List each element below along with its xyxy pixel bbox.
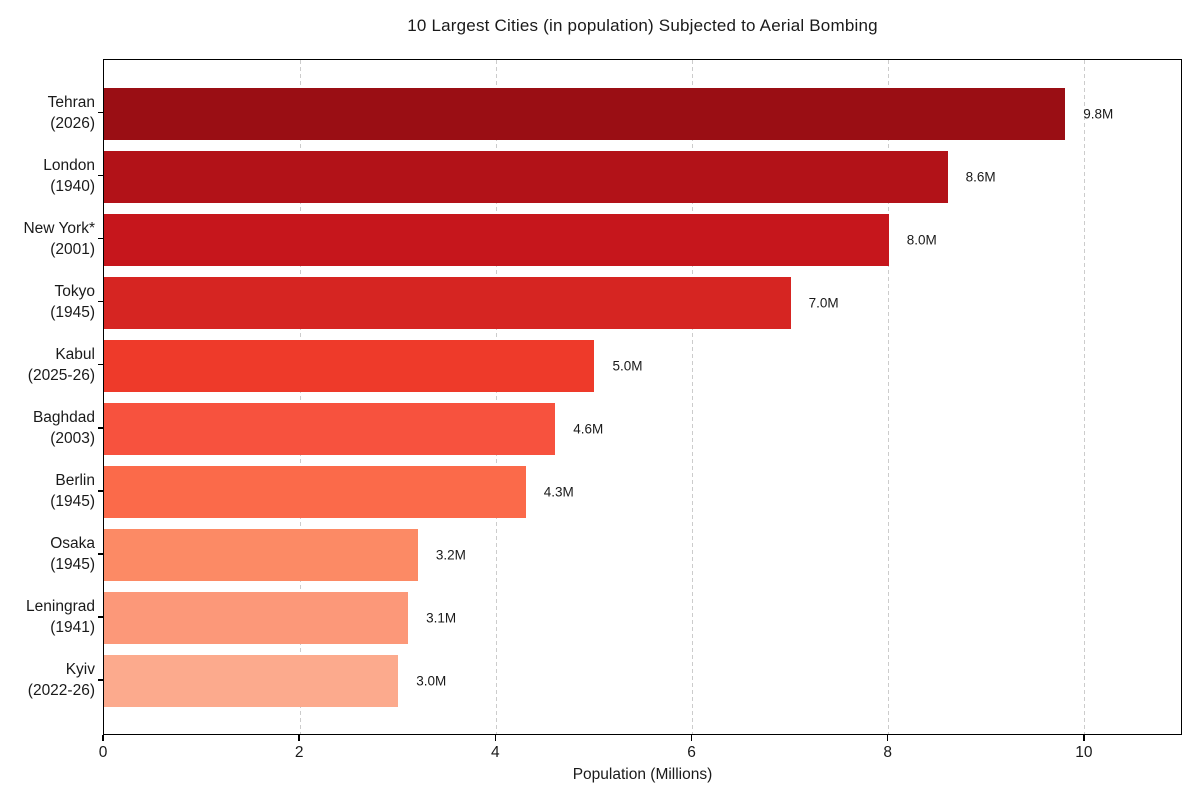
value-label: 4.3M [543,484,574,500]
value-label: 3.0M [416,673,447,689]
bar-baghdad [104,402,556,455]
bar-tokyo [104,276,791,329]
y-tick-label: Baghdad (2003) [0,407,95,449]
y-tick-label: Kyiv (2022-26) [0,659,95,701]
x-tick-mark [102,735,104,741]
y-label-year: (1945) [50,492,95,510]
y-tick-mark [98,553,103,555]
x-tick-label: 6 [687,744,696,761]
y-label-year: (2026) [50,114,95,132]
y-label-year: (1945) [50,555,95,573]
y-tick-mark [98,490,103,492]
y-label-city: Berlin [55,471,95,489]
y-tick-label: Tokyo (1945) [0,281,95,323]
x-tick-mark [886,735,889,741]
y-label-year: (2022-26) [27,682,95,700]
y-label-year: (2003) [50,429,95,447]
y-tick-label: London (1940) [0,155,95,197]
x-tick-label: 2 [294,744,304,761]
y-label-city: Kyiv [65,661,95,679]
x-tick-label: 10 [1075,744,1093,761]
y-label-city: Tokyo [54,282,96,300]
bar-tehran [104,87,1066,140]
y-label-city: Baghdad [32,408,95,426]
bar-new-york [104,213,889,266]
y-tick-mark [98,111,103,114]
bar-leningrad [104,591,409,644]
y-tick-label: Kabul (2025-26) [0,344,95,386]
gridline-x-8 [888,60,890,734]
gridline-x-4 [495,60,497,734]
y-tick-label: Tehran (2026) [0,92,95,134]
value-label: 4.6M [573,421,604,437]
y-tick-label: Berlin (1945) [0,470,95,512]
value-label: 7.0M [808,295,839,311]
y-label-city: Kabul [55,345,95,363]
gridline-x-6 [692,60,694,734]
y-label-city: Leningrad [26,597,95,615]
y-tick-mark [98,237,103,240]
bar-london [104,150,948,203]
y-label-city: New York* [23,219,95,237]
bar-kabul [104,339,595,392]
x-tick-mark [690,735,693,741]
x-tick-mark [494,735,497,741]
x-tick-label: 4 [491,744,500,761]
value-label: 3.1M [426,610,457,626]
value-label: 9.8M [1083,106,1114,121]
y-tick-mark [98,363,103,366]
y-tick-mark [98,616,103,618]
y-tick-label: Leningrad (1941) [0,596,95,638]
y-tick-label: Osaka (1945) [0,533,95,575]
y-label-year: (1945) [50,303,95,321]
y-tick-mark [98,174,103,177]
value-label: 5.0M [612,358,643,374]
x-tick-mark [1083,735,1085,741]
gridline-x-2 [299,60,301,734]
x-tick-label: 0 [98,744,108,761]
y-label-year: (2001) [50,240,95,258]
value-label: 3.2M [435,547,466,563]
bar-kyiv [104,655,399,708]
y-tick-mark [98,679,103,681]
y-label-year: (1941) [50,618,95,636]
y-tick-label: New York* (2001) [0,218,95,260]
y-label-city: Tehran [47,93,95,111]
y-label-city: London [43,156,95,174]
value-label: 8.6M [965,169,996,185]
bar-berlin [104,465,526,518]
y-tick-mark [98,427,103,429]
gridline-x-10 [1084,60,1086,734]
x-tick-mark [298,735,300,741]
chart-title: 10 Largest Cities (in population) Subjec… [407,16,878,35]
y-label-city: Osaka [50,534,95,552]
bar-osaka [104,528,418,581]
y-label-year: (1940) [50,177,95,195]
value-label: 8.0M [906,232,937,248]
y-label-year: (2025-26) [27,366,95,384]
plot-area: 9.8M 8.6M 8.0M 7.0M 5.0M 4.6M 4.3M 3.2M 3.1M 3.0M [103,59,1182,735]
y-tick-mark [98,300,103,303]
x-axis-title: Population (Millions) [572,766,713,783]
x-tick-label: 8 [883,744,893,761]
